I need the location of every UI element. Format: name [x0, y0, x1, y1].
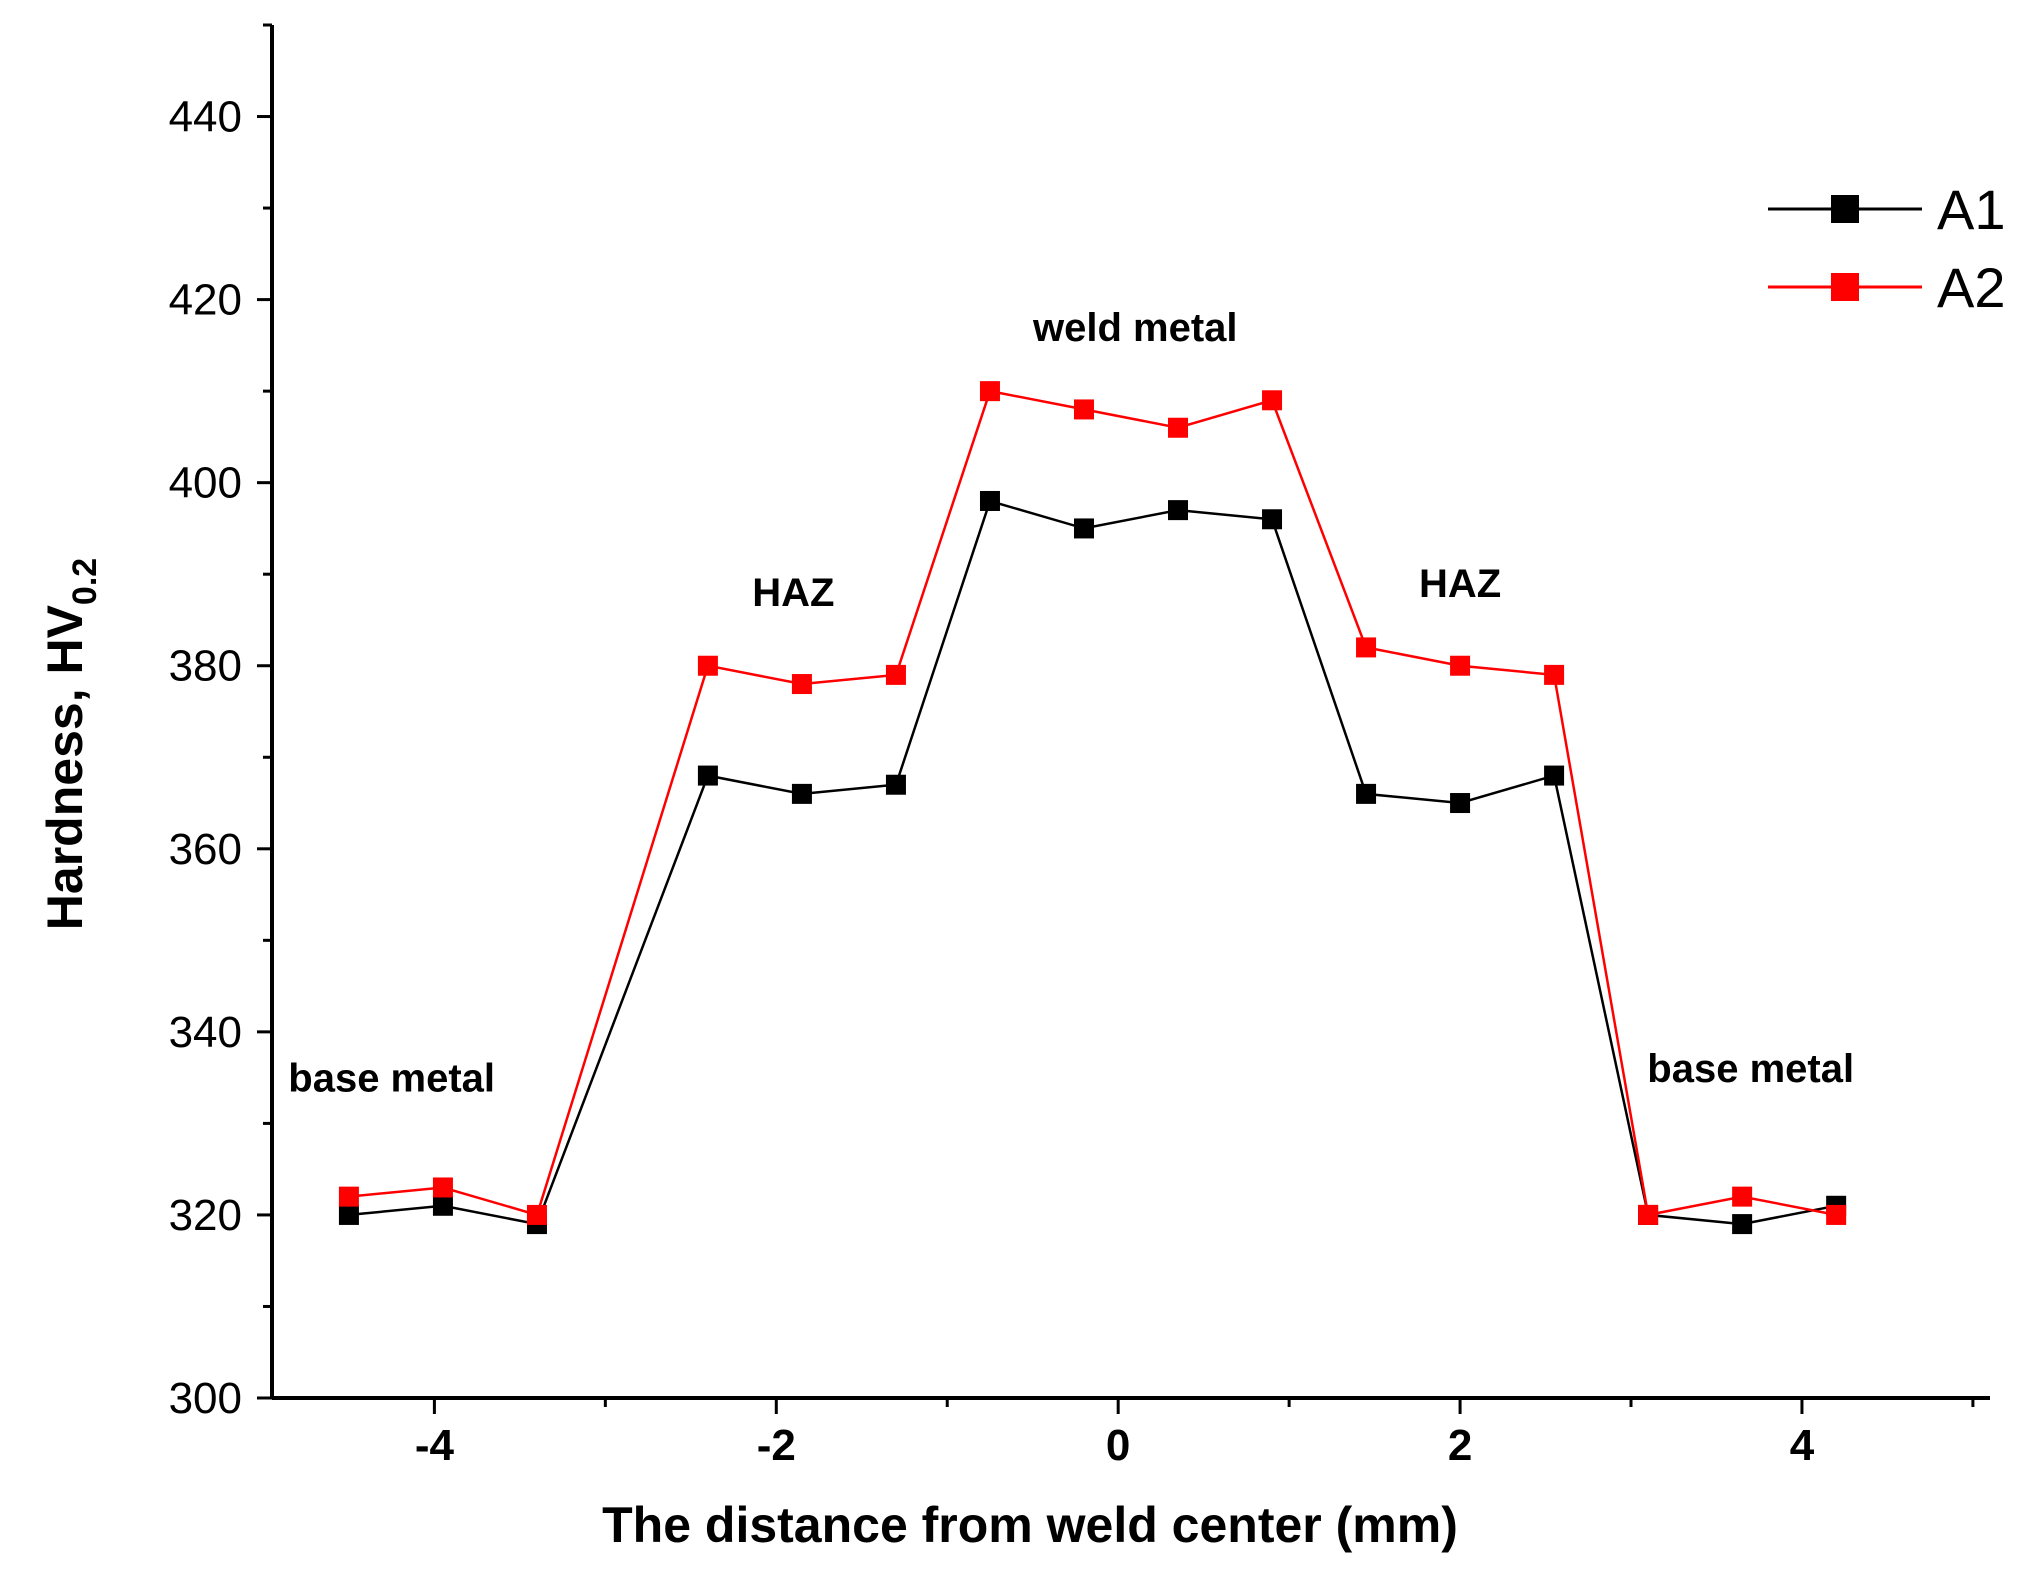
data-point-A2 — [1450, 655, 1471, 676]
x-axis-title: The distance from weld center (mm) — [602, 1497, 1458, 1553]
legend-label: A2 — [1937, 256, 2006, 319]
series-A1 — [338, 490, 1847, 1235]
legend-item-A1: A1 — [1768, 178, 2006, 241]
legend-marker — [1831, 273, 1859, 301]
y-axis-title-main: Hardness, HV — [37, 604, 93, 930]
data-point-A2 — [338, 1186, 359, 1207]
data-point-A2 — [432, 1177, 453, 1198]
data-point-A2 — [1262, 390, 1283, 411]
data-point-A1 — [1073, 518, 1094, 539]
x-tick-label: -4 — [415, 1421, 455, 1470]
data-point-A2 — [1544, 664, 1565, 685]
data-point-A2 — [1168, 417, 1189, 438]
x-ticks: -4 -2 0 2 4 — [415, 1398, 1975, 1470]
data-point-A1 — [1168, 500, 1189, 521]
data-point-A2 — [526, 1204, 547, 1225]
data-point-A1 — [1450, 793, 1471, 814]
data-point-A2 — [1826, 1204, 1847, 1225]
series-A2 — [338, 381, 1847, 1225]
region-annotation: base metal — [1647, 1047, 1854, 1091]
data-point-A1 — [1732, 1214, 1753, 1235]
data-point-A1 — [338, 1204, 359, 1225]
data-point-A1 — [432, 1195, 453, 1216]
data-point-A2 — [1638, 1204, 1659, 1225]
series-line-A1 — [348, 499, 1837, 1226]
series — [338, 381, 1847, 1235]
x-tick-label: 2 — [1448, 1421, 1472, 1470]
x-tick-label: 4 — [1790, 1421, 1815, 1470]
data-point-A1 — [1356, 783, 1377, 804]
legend-marker — [1831, 195, 1859, 223]
x-tick-label: -2 — [757, 1421, 796, 1470]
data-point-A2 — [1732, 1186, 1753, 1207]
region-annotation: HAZ — [1419, 562, 1501, 606]
data-point-A1 — [791, 783, 812, 804]
y-ticks: 300 320 340 360 380 400 420 440 — [169, 23, 272, 1423]
data-point-A2 — [1356, 637, 1377, 658]
annotations: base metal HAZ weld metal HAZ base metal — [288, 306, 1854, 1101]
legend-item-A2: A2 — [1768, 256, 2006, 319]
y-tick-label: 340 — [169, 1008, 242, 1057]
series-line-A2 — [348, 389, 1837, 1217]
data-point-A1 — [1262, 509, 1283, 530]
x-tick-label: 0 — [1106, 1421, 1130, 1470]
data-point-A2 — [885, 664, 906, 685]
y-tick-label: 440 — [169, 93, 242, 142]
data-point-A1 — [979, 490, 1000, 511]
data-point-A1 — [697, 765, 718, 786]
y-tick-label: 400 — [169, 459, 242, 508]
data-point-A2 — [979, 381, 1000, 402]
region-annotation: weld metal — [1032, 306, 1238, 350]
y-axis-title-subscript: 0.2 — [66, 558, 104, 605]
region-annotation: HAZ — [752, 571, 834, 615]
y-axis-title: Hardness, HV0.2 — [37, 558, 104, 930]
region-annotation: base metal — [288, 1056, 495, 1100]
y-tick-label: 320 — [169, 1191, 242, 1240]
data-point-A1 — [885, 774, 906, 795]
data-point-A2 — [1073, 399, 1094, 420]
data-point-A2 — [791, 674, 812, 695]
y-tick-label: 380 — [169, 642, 242, 691]
y-tick-label: 420 — [169, 276, 242, 325]
legend-label: A1 — [1937, 178, 2006, 241]
data-point-A2 — [697, 655, 718, 676]
y-tick-label: 360 — [169, 825, 242, 874]
data-point-A1 — [1544, 765, 1565, 786]
y-tick-label: 300 — [169, 1374, 242, 1423]
